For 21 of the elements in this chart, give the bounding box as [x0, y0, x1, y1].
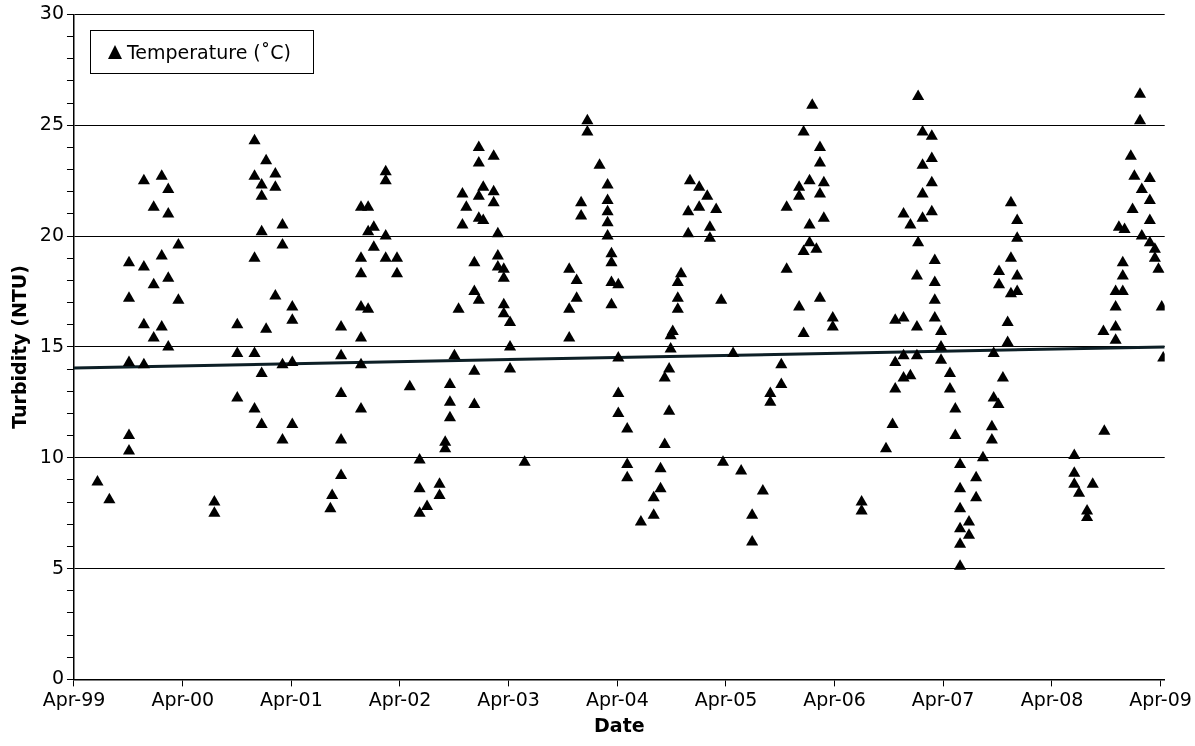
x-tick-label: Apr-03	[477, 687, 540, 710]
x-tick-label: Apr-07	[911, 687, 975, 710]
x-tick-label: Apr-08	[1020, 687, 1084, 710]
x-tick-label: Apr-01	[260, 687, 323, 710]
y-tick-label: 10	[39, 444, 64, 467]
x-tick-label: Apr-99	[42, 687, 106, 710]
y-axis-title: Turbidity (NTU)	[8, 265, 31, 429]
x-tick-label: Apr-00	[151, 687, 215, 710]
y-tick-label: 30	[39, 1, 64, 24]
legend-label: Temperature (˚C)	[126, 41, 291, 64]
y-tick-label: 25	[39, 112, 64, 135]
x-tick-label: Apr-06	[803, 687, 866, 710]
y-tick-label: 15	[39, 333, 64, 356]
x-tick-label: Apr-09	[1129, 687, 1192, 710]
y-tick-label: 20	[39, 223, 64, 245]
y-tick-label: 0	[51, 666, 64, 689]
x-tick-label: Apr-04	[586, 687, 649, 710]
y-tick-label: 5	[51, 555, 64, 578]
x-tick-label: Apr-05	[694, 687, 758, 710]
x-tick-label: Apr-02	[368, 687, 432, 710]
x-axis-title: Date	[594, 713, 645, 736]
